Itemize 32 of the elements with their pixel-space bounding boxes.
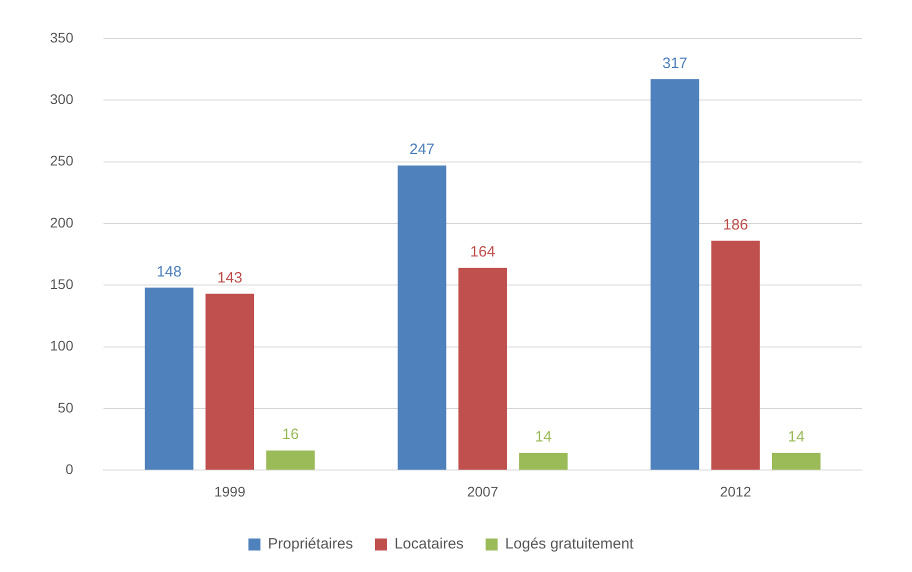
data-label: 247 bbox=[409, 141, 435, 158]
bar bbox=[398, 165, 446, 470]
bar bbox=[206, 294, 254, 470]
bar bbox=[711, 240, 760, 470]
bar bbox=[772, 452, 821, 470]
y-tick-label: 50 bbox=[58, 399, 74, 416]
x-tick-label: 2007 bbox=[467, 483, 498, 500]
y-tick-label: 100 bbox=[50, 338, 74, 354]
legend-label: Locataires bbox=[394, 536, 464, 553]
data-label: 16 bbox=[282, 426, 299, 444]
data-label: 148 bbox=[156, 263, 182, 280]
bar bbox=[650, 79, 700, 470]
y-tick-label: 350 bbox=[50, 29, 74, 46]
bar bbox=[519, 452, 568, 470]
data-label: 317 bbox=[662, 54, 688, 72]
bar bbox=[458, 268, 507, 470]
legend-label: Logés gratuitement bbox=[505, 536, 634, 553]
legend-label: Propriétaires bbox=[268, 536, 353, 553]
data-label: 143 bbox=[217, 269, 242, 286]
data-label: 14 bbox=[788, 428, 805, 446]
y-tick-label: 200 bbox=[50, 214, 74, 230]
y-tick-label: 0 bbox=[66, 461, 74, 478]
y-tick-label: 150 bbox=[50, 276, 74, 292]
data-label: 186 bbox=[723, 216, 748, 234]
bar bbox=[266, 450, 315, 470]
y-tick-label: 300 bbox=[50, 90, 74, 107]
x-tick-label: 2012 bbox=[720, 483, 752, 500]
y-tick-label: 250 bbox=[50, 152, 74, 169]
bar bbox=[144, 288, 194, 470]
data-label: 164 bbox=[470, 244, 496, 261]
x-tick-label: 1999 bbox=[214, 483, 246, 500]
data-label: 14 bbox=[535, 428, 552, 446]
